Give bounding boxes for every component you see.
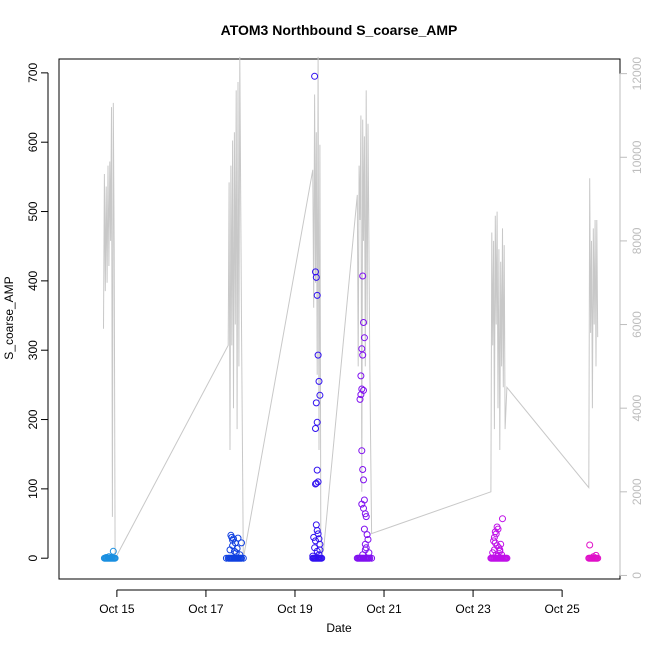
data-point	[360, 319, 367, 326]
data-point	[236, 551, 244, 559]
data-point	[490, 546, 498, 554]
data-point	[316, 546, 324, 554]
y-tick-label: 400	[26, 271, 40, 291]
x-tick-label: Oct 25	[544, 602, 580, 616]
data-point	[586, 541, 594, 549]
data-point	[232, 549, 240, 557]
data-point	[226, 546, 234, 554]
data-point	[359, 272, 367, 280]
y2-tick-label: 0	[630, 572, 644, 579]
y-tick-label: 600	[26, 132, 40, 152]
data-point	[498, 551, 506, 559]
y-tick-label: 200	[26, 409, 40, 429]
data-point	[499, 515, 506, 523]
data-point	[108, 554, 115, 561]
x-tick-label: Oct 19	[277, 602, 313, 616]
secondary-series-line	[103, 56, 599, 559]
data-point	[312, 273, 320, 281]
data-point	[503, 554, 511, 562]
data-point	[360, 334, 368, 342]
data-point	[312, 425, 319, 432]
scatter-points-layer	[100, 72, 602, 562]
x-tick-label: Oct 23	[455, 602, 491, 616]
data-point	[315, 377, 323, 385]
data-point	[358, 500, 366, 508]
y2-tick-label: 6000	[630, 311, 644, 338]
axes-layer: Oct 15 Oct 17 Oct 19 Oct 21 Oct 23 Oct 25 0 100…	[26, 57, 644, 616]
y-tick-label: 500	[26, 201, 40, 221]
data-point	[492, 530, 500, 538]
y-tick-label: 300	[26, 340, 40, 360]
y2-tick-label: 12000	[630, 57, 644, 91]
data-point	[358, 447, 366, 455]
y-tick-label: 100	[26, 479, 40, 499]
x-tick-label: Oct 21	[366, 602, 402, 616]
x-tick-label: Oct 15	[99, 602, 135, 616]
secondary-series-layer	[103, 56, 599, 559]
data-point	[109, 547, 117, 555]
data-point	[313, 527, 321, 534]
data-point	[312, 399, 320, 407]
data-point	[356, 395, 364, 403]
y2-tick-label: 4000	[630, 395, 644, 422]
y2-tick-label: 8000	[630, 227, 644, 254]
data-point	[357, 391, 365, 399]
y-axis-title: S_coarse_AMP	[2, 276, 16, 359]
y2-tick-label: 10000	[630, 140, 644, 174]
data-point	[239, 554, 247, 562]
data-point	[313, 291, 321, 299]
data-point	[592, 551, 600, 559]
data-point	[313, 466, 321, 474]
data-point	[312, 479, 320, 487]
data-point	[102, 554, 110, 561]
data-point	[230, 535, 237, 543]
data-point	[359, 351, 367, 359]
data-point	[363, 531, 371, 539]
data-point	[362, 513, 370, 521]
data-point	[497, 540, 505, 548]
data-point	[313, 418, 321, 426]
data-point	[316, 391, 324, 399]
data-point	[368, 554, 376, 562]
data-point	[314, 530, 322, 538]
data-point	[494, 552, 502, 560]
data-point	[360, 476, 367, 484]
data-point	[361, 546, 369, 554]
data-point	[309, 552, 317, 560]
x-tick-label: Oct 17	[188, 602, 224, 616]
data-point	[310, 533, 318, 541]
data-point	[312, 537, 319, 545]
data-point	[312, 480, 319, 488]
data-point	[238, 539, 245, 547]
data-point	[314, 351, 322, 359]
data-point	[360, 525, 368, 533]
data-point	[311, 72, 319, 80]
data-point	[312, 521, 320, 529]
y2-tick-label: 2000	[630, 478, 644, 505]
y-tick-label: 0	[26, 555, 40, 562]
data-point	[357, 372, 365, 380]
data-point	[492, 551, 500, 559]
data-point	[359, 466, 367, 473]
data-point	[490, 537, 498, 545]
chart-title: ATOM3 Northbound S_coarse_AMP	[221, 22, 458, 38]
y-tick-label: 700	[26, 63, 40, 83]
x-axis-title: Date	[326, 621, 352, 635]
plot-frame	[58, 58, 621, 580]
data-point	[234, 534, 242, 542]
